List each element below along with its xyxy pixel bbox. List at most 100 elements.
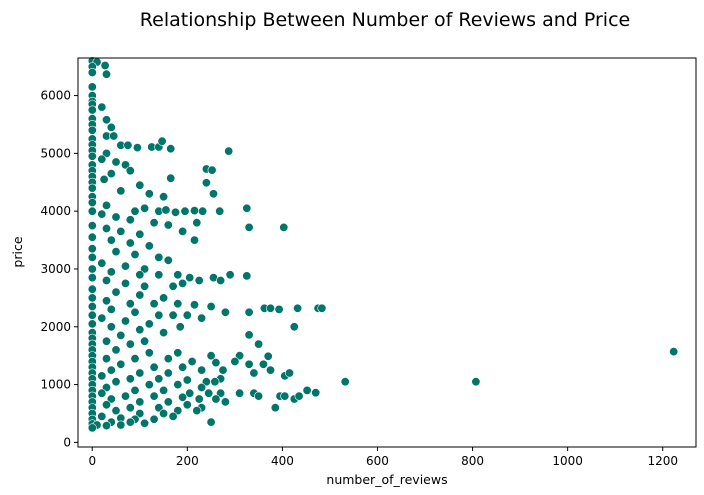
data-point: [190, 300, 200, 310]
data-point: [97, 313, 107, 323]
data-point: [194, 275, 204, 285]
data-point: [125, 215, 135, 225]
data-point: [218, 365, 228, 375]
data-point: [206, 301, 216, 311]
data-point: [111, 345, 121, 355]
data-point: [97, 209, 107, 219]
data-point: [235, 388, 245, 398]
data-point: [140, 203, 150, 213]
data-point: [220, 397, 230, 407]
data-point: [192, 406, 202, 416]
data-point: [284, 368, 294, 378]
data-point: [149, 362, 159, 372]
x-axis-label: number_of_reviews: [326, 472, 447, 487]
data-point: [87, 423, 97, 433]
data-point: [279, 222, 289, 232]
data-point: [317, 303, 327, 313]
data-point: [211, 358, 221, 368]
data-point: [116, 226, 126, 236]
data-point: [135, 408, 145, 418]
x-axis: 0 200 400 600 800 1000 1200: [88, 447, 678, 468]
y-tick-label: 5000: [40, 146, 71, 160]
data-point: [102, 69, 112, 79]
data-point: [140, 264, 150, 274]
x-tick-label: 400: [271, 454, 294, 468]
data-point: [168, 281, 178, 291]
data-point: [216, 388, 226, 398]
data-point: [106, 235, 116, 245]
data-point: [106, 322, 116, 332]
data-point: [280, 391, 290, 401]
data-point: [144, 319, 154, 329]
data-point: [159, 408, 169, 418]
data-point: [121, 160, 131, 170]
data-point: [87, 206, 97, 216]
data-point: [144, 380, 154, 390]
data-point: [121, 261, 131, 271]
data-point: [163, 255, 173, 265]
data-point: [173, 270, 183, 280]
data-point: [111, 212, 121, 222]
data-point: [270, 403, 280, 413]
data-point: [173, 380, 183, 390]
data-point: [244, 222, 254, 232]
data-point: [97, 388, 107, 398]
data-point: [87, 105, 97, 115]
data-point: [185, 388, 195, 398]
data-point: [149, 299, 159, 309]
data-point: [168, 411, 178, 421]
x-tick-label: 1000: [552, 454, 583, 468]
data-point: [265, 365, 275, 375]
data-point: [135, 325, 145, 335]
data-point: [116, 330, 126, 340]
data-point: [178, 226, 188, 236]
y-axis-label: price: [10, 236, 25, 267]
data-point: [87, 232, 97, 242]
data-point: [197, 382, 207, 392]
data-point: [144, 348, 154, 358]
data-point: [311, 388, 321, 398]
data-point: [190, 235, 200, 245]
data-point: [163, 368, 173, 378]
x-tick-label: 800: [461, 454, 484, 468]
data-point: [254, 391, 264, 401]
data-point: [163, 220, 173, 230]
data-point: [102, 224, 112, 234]
data-point: [163, 354, 173, 364]
data-point: [135, 180, 145, 190]
data-point: [87, 151, 97, 161]
data-point: [140, 418, 150, 428]
data-point: [215, 206, 225, 216]
data-point: [157, 136, 167, 146]
y-tick-label: 4000: [40, 204, 71, 218]
data-point: [106, 169, 116, 179]
y-tick-label: 1000: [40, 378, 71, 392]
data-point: [106, 365, 116, 375]
data-point: [102, 200, 112, 210]
data-point: [87, 301, 97, 311]
data-point: [111, 247, 121, 257]
data-point: [87, 82, 97, 92]
data-point: [175, 322, 185, 332]
data-point: [302, 385, 312, 395]
data-point: [294, 391, 304, 401]
data-point: [249, 368, 259, 378]
data-point: [207, 165, 217, 175]
y-axis: 0 1000 2000 3000 4000 5000 6000: [40, 89, 78, 449]
data-point: [125, 417, 135, 427]
data-point: [293, 303, 303, 313]
data-point: [135, 229, 145, 239]
data-point: [87, 221, 97, 231]
data-point: [166, 144, 176, 154]
x-tick-label: 200: [176, 454, 199, 468]
plot-frame: [77, 57, 697, 448]
data-point: [154, 310, 164, 320]
x-tick-label: 600: [366, 454, 389, 468]
data-point: [197, 365, 207, 375]
data-point: [206, 351, 216, 361]
data-point: [216, 275, 226, 285]
data-point: [220, 307, 230, 317]
data-point: [97, 371, 107, 381]
data-points: [87, 56, 679, 433]
data-point: [106, 267, 116, 277]
